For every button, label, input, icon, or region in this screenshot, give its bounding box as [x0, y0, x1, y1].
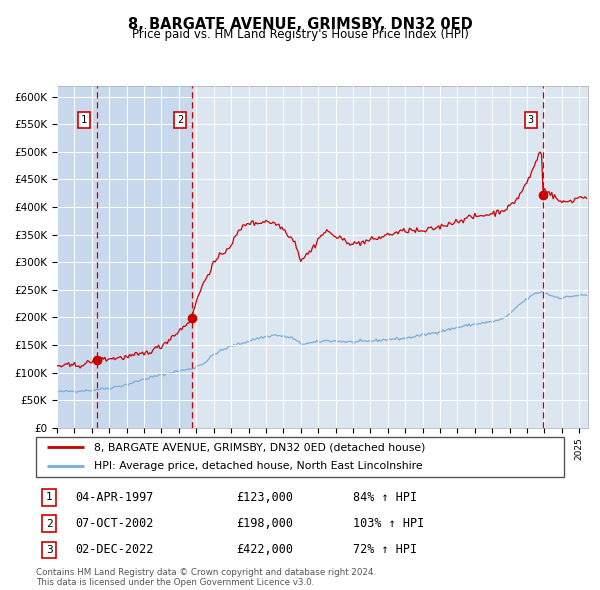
Text: 84% ↑ HPI: 84% ↑ HPI: [353, 491, 417, 504]
Text: Price paid vs. HM Land Registry's House Price Index (HPI): Price paid vs. HM Land Registry's House …: [131, 28, 469, 41]
Text: 8, BARGATE AVENUE, GRIMSBY, DN32 0ED: 8, BARGATE AVENUE, GRIMSBY, DN32 0ED: [128, 17, 472, 31]
Text: 1: 1: [46, 492, 53, 502]
Text: 3: 3: [528, 115, 534, 125]
Text: 1: 1: [81, 115, 88, 125]
Text: 8, BARGATE AVENUE, GRIMSBY, DN32 0ED (detached house): 8, BARGATE AVENUE, GRIMSBY, DN32 0ED (de…: [94, 442, 425, 453]
Text: 2: 2: [177, 115, 183, 125]
Text: 02-DEC-2022: 02-DEC-2022: [76, 543, 154, 556]
Text: 07-OCT-2002: 07-OCT-2002: [76, 517, 154, 530]
Bar: [97, 86, 192, 428]
Text: 04-APR-1997: 04-APR-1997: [76, 491, 154, 504]
Text: 103% ↑ HPI: 103% ↑ HPI: [353, 517, 424, 530]
Text: HPI: Average price, detached house, North East Lincolnshire: HPI: Average price, detached house, Nort…: [94, 461, 423, 471]
Text: 2: 2: [46, 519, 53, 529]
Bar: [57, 86, 97, 428]
Text: 72% ↑ HPI: 72% ↑ HPI: [353, 543, 417, 556]
Text: Contains HM Land Registry data © Crown copyright and database right 2024.
This d: Contains HM Land Registry data © Crown c…: [36, 568, 376, 587]
Text: £123,000: £123,000: [236, 491, 293, 504]
FancyBboxPatch shape: [36, 437, 564, 477]
Text: 3: 3: [46, 545, 53, 555]
Text: £422,000: £422,000: [236, 543, 293, 556]
Text: £198,000: £198,000: [236, 517, 293, 530]
